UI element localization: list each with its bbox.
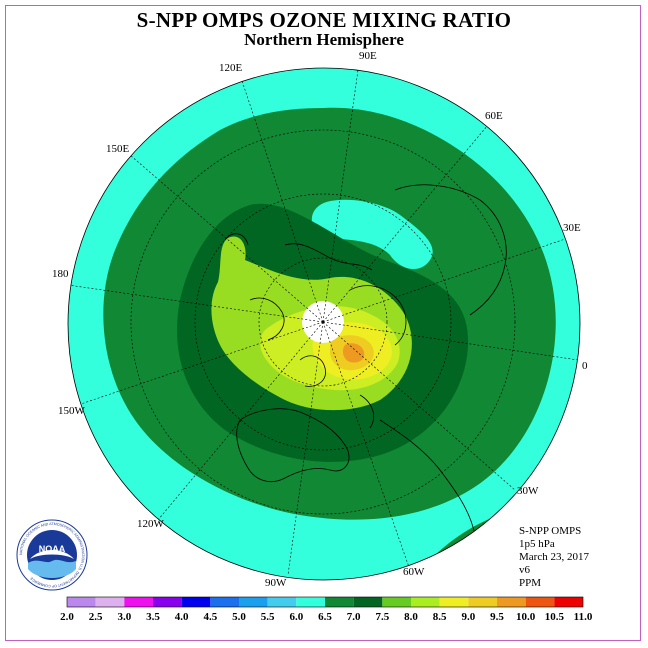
band-darkorange	[342, 343, 365, 363]
logo-text: NOAA	[39, 544, 66, 554]
figure-frame	[5, 5, 641, 641]
map-title: S-NPP OMPS OZONE MIXING RATIO	[136, 8, 512, 32]
lon-label-120w: 120W	[137, 518, 164, 530]
lon-label-30e: 30E	[563, 222, 581, 234]
info-units: PPM	[519, 577, 542, 589]
map-subtitle: Northern Hemisphere	[244, 30, 404, 49]
noaa-logo: NOAA NATIONAL OCEANIC AND ATMOSPHERIC AD…	[16, 519, 88, 591]
lon-label-60e: 60E	[485, 110, 503, 122]
info-version: v6	[519, 564, 530, 576]
lon-label-150e: 150E	[106, 143, 130, 155]
lon-label-0: 0	[582, 360, 588, 372]
lon-label-30w: 30W	[517, 485, 539, 497]
lon-label-150w: 150W	[58, 405, 85, 417]
lon-label-180: 180	[52, 268, 69, 280]
graticule	[68, 69, 579, 576]
info-instrument: S-NPP OMPS	[519, 525, 582, 537]
map-info: S-NPP OMPS 1p5 hPa March 23, 2017 v6 PPM	[519, 525, 589, 590]
band-cyan-island	[311, 199, 433, 270]
info-level: 1p5 hPa	[519, 538, 555, 550]
lon-label-90w: 90W	[265, 577, 287, 589]
lon-label-90e: 90E	[359, 50, 377, 62]
info-date: March 23, 2017	[519, 551, 589, 563]
lon-label-60w: 60W	[403, 566, 425, 578]
lon-label-120e: 120E	[219, 62, 243, 74]
